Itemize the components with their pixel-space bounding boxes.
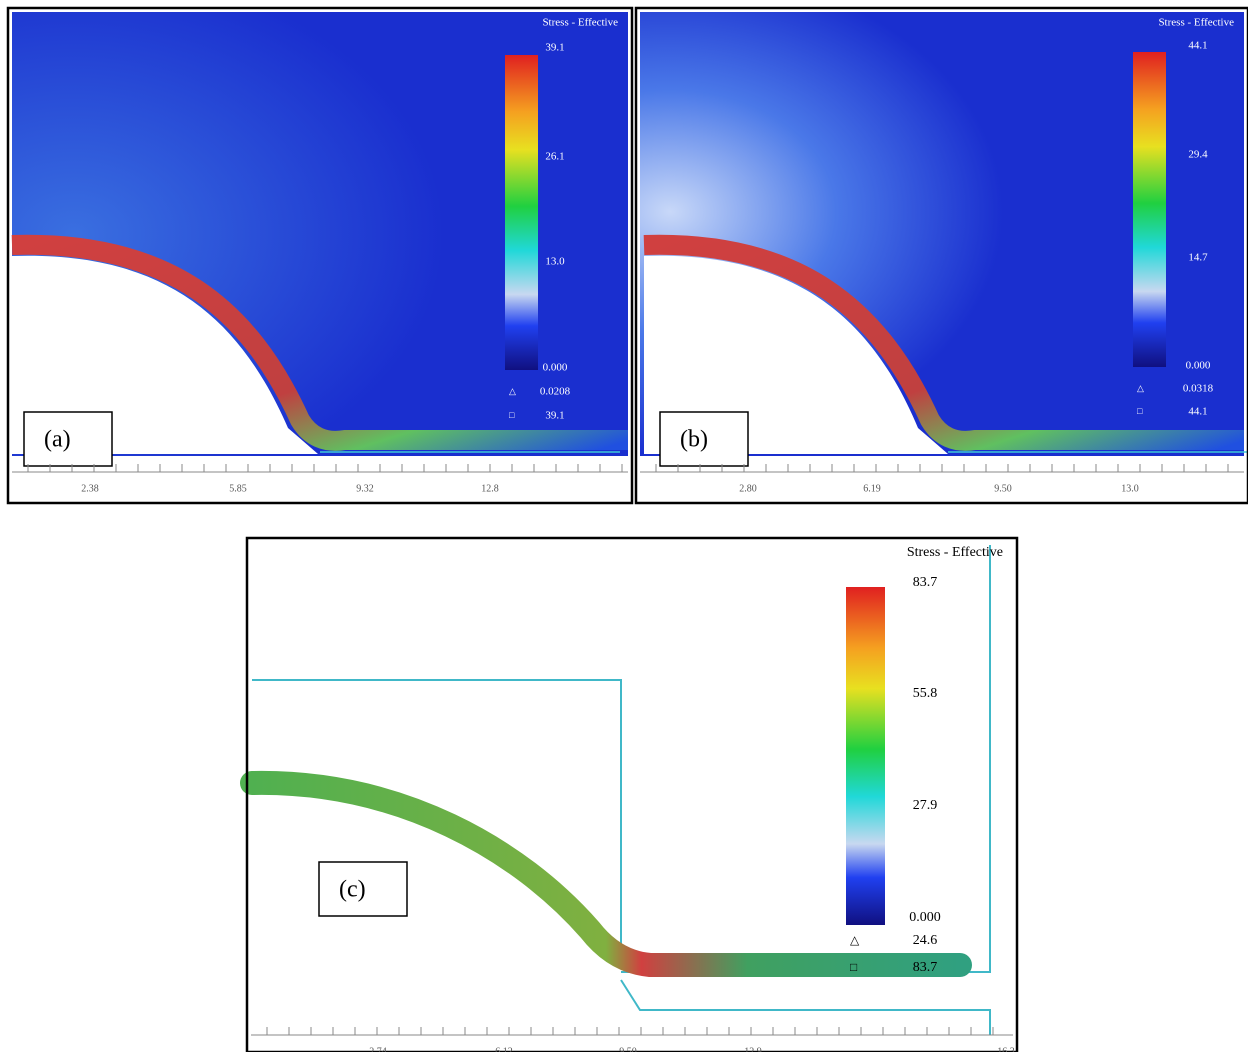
max-value: 83.7 [913,960,938,975]
panel-label: (a) [44,427,71,453]
axis-tick-label: 12.9 [744,1046,762,1052]
label-box [23,411,113,467]
panel-frame [6,6,634,505]
legend-title: Stress - Effective [1158,17,1234,29]
sheet [11,234,628,451]
die-region [12,255,318,454]
scale-label: 14.7 [1188,252,1208,264]
panel: Stress - Effective 83.7 55.8 27.9 0.000 △ □ 24.… [240,536,1019,1052]
axis-tick-label: 2.74 [369,1046,387,1052]
max-symbol: □ [509,410,515,420]
colorbar [505,55,538,370]
panel-label: (b) [680,427,708,453]
panel-frame [634,6,1248,505]
min-value: 24.6 [913,933,938,948]
axis-tick-label: 2.38 [81,483,99,494]
panel-label: (c) [339,877,366,903]
scale-label: 83.7 [913,575,938,590]
axis-tick-label: 12.8 [481,483,499,494]
scale-label: 29.4 [1188,149,1208,161]
min-symbol: △ [850,933,860,947]
scale-label: 55.8 [913,686,938,701]
max-symbol: □ [1137,406,1143,416]
max-value: 39.1 [545,410,564,422]
legend-title: Stress - Effective [542,17,618,29]
tool-outline [620,979,991,1035]
scale-label: 39.1 [545,42,564,54]
axis-tick-label: 9.32 [356,483,374,494]
max-symbol: □ [850,960,857,974]
tool-outline [252,679,622,962]
scale-label: 27.9 [913,798,938,813]
panel: Stress - Effective 39.1 26.1 13.0 0.000 △ □ 0.0… [6,6,634,505]
label-box [659,411,749,467]
axis-tick-label: 5.85 [229,483,247,494]
colorbar [846,587,885,925]
max-value: 44.1 [1188,406,1207,418]
min-symbol: △ [1137,383,1144,393]
scale-label: 0.000 [1186,360,1211,372]
scale-label: 0.000 [543,362,568,374]
min-value: 0.0208 [540,386,571,398]
axis-tick-label: 9.50 [994,483,1012,494]
colorbar [1133,52,1166,367]
legend-title: Stress - Effective [907,545,1003,560]
panel-frame [245,536,1019,1052]
scale-label: 0.000 [909,910,941,925]
axis-tick-label: 13.0 [1121,483,1139,494]
axis-tick-label: 16.3 [997,1046,1015,1052]
scale-label: 26.1 [545,151,564,163]
axis-tick-label: 2.80 [739,483,757,494]
axis-tick-label: 9.50 [619,1046,637,1052]
min-value: 0.0318 [1183,383,1214,395]
panel: Stress - Effective 44.1 29.4 14.7 0.000 △ □ 0.0… [634,6,1248,505]
min-symbol: △ [509,386,516,396]
panel-background [251,542,1013,1019]
scale-label: 13.0 [545,256,565,268]
axis-tick-label: 6.19 [863,483,881,494]
label-box [318,861,408,917]
die-region [644,255,948,454]
axis-tick-label: 6.12 [495,1046,513,1052]
sheet [643,234,1244,451]
scale-label: 44.1 [1188,40,1207,52]
sheet [240,770,972,977]
